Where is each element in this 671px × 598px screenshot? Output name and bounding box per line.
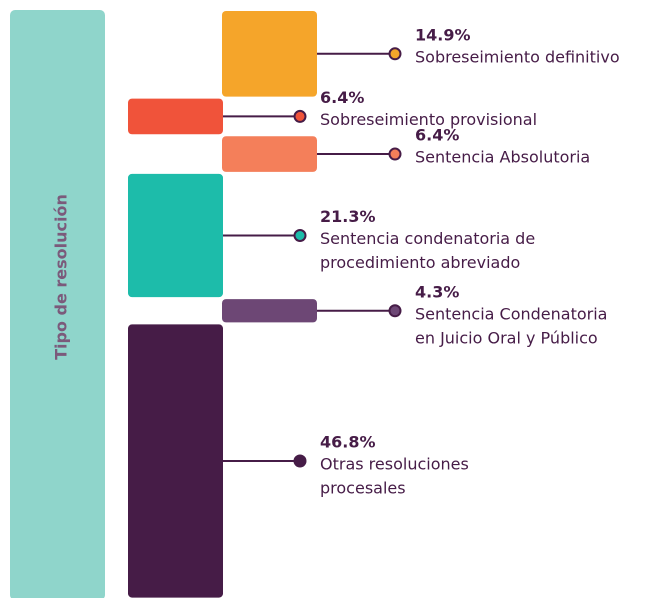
category-label: procedimiento abreviado: [320, 253, 520, 272]
leader-dot: [388, 147, 402, 161]
value-label: 4.3%: [415, 282, 459, 301]
value-label: 6.4%: [320, 88, 364, 107]
category-label: Sentencia Condenatoria: [415, 304, 607, 323]
leader-dot: [388, 47, 402, 61]
category-label: Sentencia condenatoria de: [320, 229, 535, 248]
category-label: procesales: [320, 478, 406, 497]
value-label: 14.9%: [415, 25, 471, 44]
leader-dot: [293, 228, 307, 242]
leader-dot: [293, 109, 307, 123]
category-label: Sobreseimiento definitivo: [415, 47, 620, 66]
axis-label: Tipo de resolución: [52, 194, 71, 360]
value-label: 46.8%: [320, 432, 376, 451]
segment: [222, 136, 317, 172]
segment: [222, 299, 317, 323]
category-label: Sobreseimiento provisional: [320, 110, 537, 129]
category-label: Otras resoluciones: [320, 454, 469, 473]
segment: [128, 324, 223, 598]
segment: [128, 98, 223, 135]
leader-dot: [388, 304, 402, 318]
category-label: Sentencia Absolutoria: [415, 148, 590, 167]
segment: [128, 173, 223, 298]
value-label: 6.4%: [415, 126, 459, 145]
axis-band: [10, 10, 105, 598]
category-label: en Juicio Oral y Público: [415, 328, 598, 347]
leader-dot: [293, 454, 307, 468]
segment: [222, 11, 317, 97]
value-label: 21.3%: [320, 207, 376, 226]
